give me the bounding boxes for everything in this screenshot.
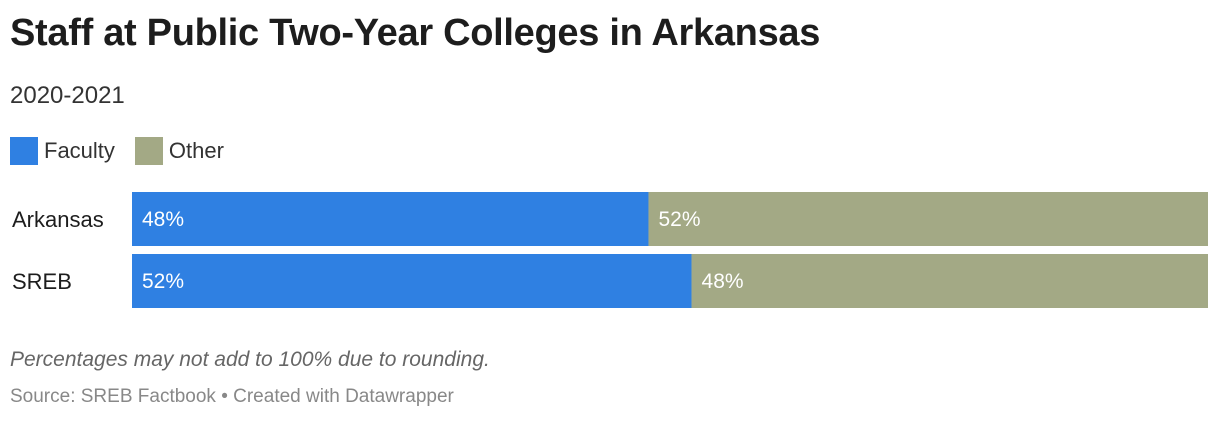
chart-subtitle: 2020-2021 xyxy=(10,82,125,109)
bar-other-arkansas xyxy=(648,192,1208,246)
chart-title: Staff at Public Two-Year Colleges in Ark… xyxy=(10,12,821,54)
bar-other-sreb xyxy=(691,254,1208,308)
legend-item-faculty: Faculty xyxy=(10,137,115,165)
bar-faculty-arkansas xyxy=(132,192,649,246)
category-label-sreb: SREB xyxy=(12,269,72,294)
legend-label-other: Other xyxy=(168,138,224,163)
data-label-other-arkansas: 52% xyxy=(658,208,700,231)
chart-legend: Faculty Other xyxy=(10,137,244,165)
legend-label-faculty: Faculty xyxy=(44,138,115,163)
data-label-faculty-arkansas: 48% xyxy=(142,208,184,231)
data-label-faculty-sreb: 52% xyxy=(142,270,184,293)
legend-swatch-faculty xyxy=(10,137,38,165)
legend-item-other: Other xyxy=(134,137,224,165)
category-label-arkansas: Arkansas xyxy=(12,207,104,232)
stacked-bar-chart: Arkansas 48% 52% SREB 52% 48% xyxy=(12,192,1208,308)
legend-swatch-other xyxy=(134,137,163,165)
data-label-other-sreb: 48% xyxy=(702,270,744,293)
bar-faculty-sreb xyxy=(132,254,692,308)
chart-note: Percentages may not add to 100% due to r… xyxy=(10,348,490,371)
chart-source: Source: SREB Factbook • Created with Dat… xyxy=(10,386,454,407)
